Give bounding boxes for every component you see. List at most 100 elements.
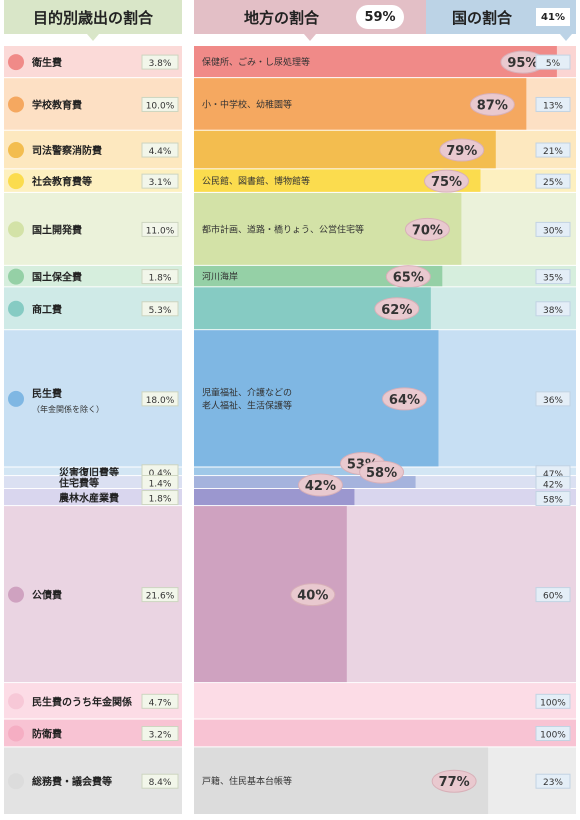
national-pct: 13% (543, 101, 563, 111)
national-pct: 60% (543, 592, 563, 602)
national-pct-box (535, 725, 571, 741)
row-label-bg (4, 265, 182, 288)
local-pct: 40% (297, 589, 328, 604)
local-pct-bubble (374, 297, 420, 321)
local-pct: 70% (412, 223, 443, 238)
national-pct-box (535, 142, 571, 158)
row-label: 民生費のうち年金関係 (32, 695, 132, 708)
row-share-box (141, 221, 179, 237)
national-pct-box (535, 391, 571, 407)
national-pct-box (535, 221, 571, 237)
national-pct: 100% (540, 730, 566, 740)
local-pct: 79% (446, 144, 477, 159)
row-share: 3.1% (149, 178, 172, 188)
local-bar (194, 265, 443, 288)
local-pct: 87% (477, 98, 508, 113)
row-label: 総務費・議会費等 (32, 775, 112, 788)
national-pct-box (535, 587, 571, 603)
local-pct: 65% (393, 271, 424, 286)
row-share: 8.4% (149, 778, 172, 788)
national-pct-box (535, 491, 571, 507)
local-pct-bubble (469, 92, 515, 116)
people-icon (8, 773, 24, 790)
national-pct: 35% (543, 274, 563, 284)
mid-header-title: 地方の割合 (244, 8, 320, 27)
soldier-icon (8, 725, 24, 742)
row-label: 国土開発費 (32, 223, 82, 236)
row-label: 農林水産業費 (59, 492, 119, 505)
national-pct: 58% (543, 496, 563, 506)
local-pct: 58% (366, 466, 397, 481)
row-share: 4.7% (149, 698, 172, 708)
mid-header-pct: 59% (356, 5, 404, 29)
row-label-bg (4, 476, 182, 489)
local-pct-bubble (439, 138, 485, 162)
row-share-box (141, 693, 179, 709)
bar-note: 老人福祉、生活保護等 (202, 399, 292, 411)
local-pct-bubble (359, 460, 405, 484)
row-share: 11.0% (146, 226, 175, 236)
national-pct: 38% (543, 306, 563, 316)
row-sublabel: （年金関係を除く） (32, 404, 104, 414)
local-pct-bubble (381, 387, 427, 411)
local-pct: 62% (381, 303, 412, 318)
pencil-icon (8, 96, 24, 113)
row-share: 5.3% (149, 306, 172, 316)
local-bar (194, 46, 557, 79)
family-icon (8, 390, 24, 407)
right-header-pct: 41% (536, 8, 570, 26)
row-share-box (141, 773, 179, 789)
row-label: 衛生費 (31, 56, 62, 69)
row-share-box (141, 587, 179, 603)
row-label: 公債費 (32, 589, 62, 602)
right-header-pointer (560, 34, 572, 41)
mid-header: 地方の割合 59% (194, 0, 426, 34)
row-label: 国土保全費 (32, 271, 82, 284)
row-share-box (141, 96, 179, 112)
national-pct: 30% (543, 226, 563, 236)
row-share: 1.8% (149, 495, 172, 505)
national-pct-box (535, 301, 571, 317)
national-pct: 21% (543, 147, 563, 157)
national-pct-box (535, 173, 571, 189)
bar-note: 河川海岸 (202, 271, 238, 283)
building-icon (8, 221, 24, 238)
row-share: 3.2% (149, 730, 172, 740)
local-bar (194, 169, 481, 193)
local-pct: 75% (431, 175, 462, 190)
nurse-icon (8, 54, 24, 71)
national-pct-box (535, 773, 571, 789)
row-label-bg (4, 488, 182, 507)
row-share: 10.0% (146, 101, 175, 111)
row-label: 司法警察消防費 (32, 144, 102, 157)
row-share: 4.4% (149, 147, 172, 157)
local-pct-bubble (290, 583, 336, 607)
row-share: 0.4% (149, 469, 172, 479)
bar-note: 戸籍、住民基本台帳等 (202, 775, 292, 787)
local-pct: 42% (305, 479, 336, 494)
local-pct: 64% (389, 393, 420, 408)
mountain-icon (8, 268, 24, 285)
local-pct-bubble (404, 217, 450, 241)
book-icon (8, 173, 24, 190)
row-share-box (141, 173, 179, 189)
local-pct-bubble (297, 473, 343, 497)
national-pct: 23% (543, 778, 563, 788)
row-share-box (141, 490, 179, 506)
national-pct: 47% (543, 470, 563, 480)
mid-header-pointer (304, 34, 316, 41)
national-pct-box (535, 269, 571, 285)
row-label: 災害復旧費等 (58, 466, 119, 479)
row-share: 1.8% (149, 274, 172, 284)
local-pct-bubble (424, 169, 469, 193)
left-header: 目的別歳出の割合 (4, 0, 182, 34)
national-bar (194, 683, 576, 720)
row-share-box (141, 391, 179, 407)
national-pct: 42% (543, 481, 563, 491)
bar-note: 公民館、図書館、博物館等 (202, 175, 310, 187)
row-share-box (141, 54, 179, 70)
gear-icon (8, 300, 24, 317)
wallet-icon (8, 586, 24, 603)
local-pct-bubble (431, 769, 477, 793)
right-header-title: 国の割合 (452, 8, 513, 27)
